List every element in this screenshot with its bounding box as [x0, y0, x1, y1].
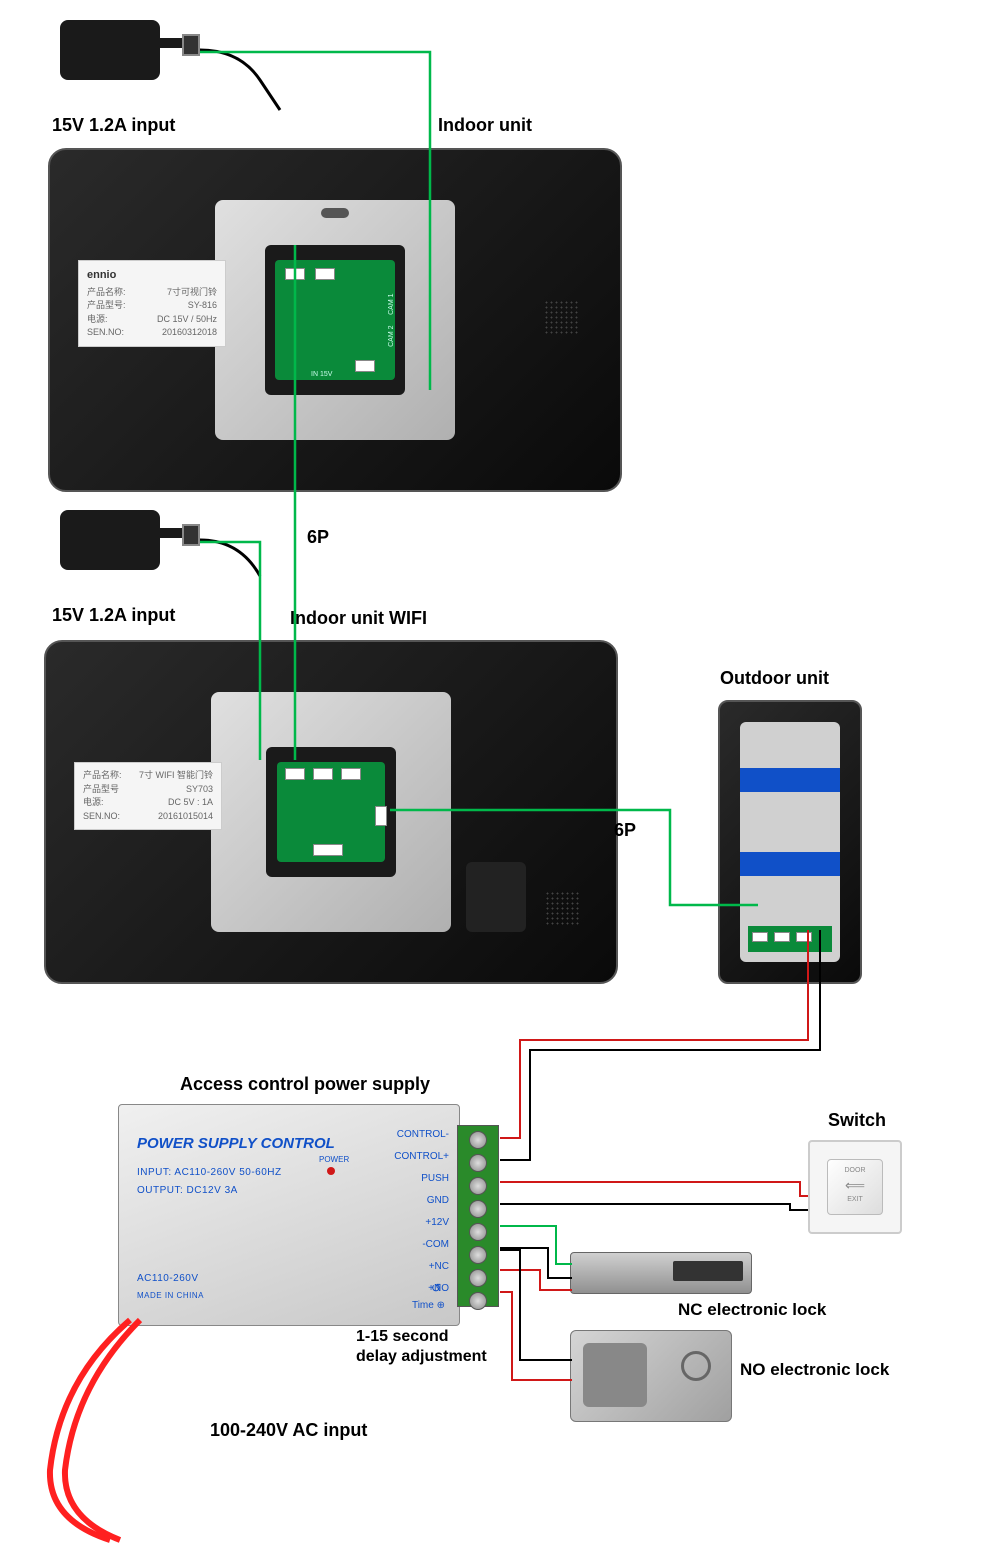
- power-input-1-label: 15V 1.2A input: [52, 115, 175, 136]
- psu-power-led-label: POWER: [319, 1155, 349, 1164]
- psu-input-spec: INPUT: AC110-260V 50-60HZ: [137, 1167, 282, 1178]
- speaker-grille-1: [544, 300, 580, 336]
- access-ps-label: Access control power supply: [180, 1074, 430, 1095]
- outdoor-unit: [718, 700, 862, 984]
- psu-title: POWER SUPPLY CONTROL: [137, 1135, 335, 1152]
- power-supply-unit: POWER SUPPLY CONTROL INPUT: AC110-260V 5…: [118, 1104, 460, 1326]
- psu-time-label: Time ⊕: [412, 1300, 445, 1311]
- psu-power-led: [327, 1167, 335, 1175]
- battery-cover: [466, 862, 526, 932]
- psu-range: AC110-260V: [137, 1273, 199, 1284]
- power-input-2-label: 15V 1.2A input: [52, 605, 175, 626]
- power-adapter-1: [60, 20, 160, 80]
- switch-label: Switch: [828, 1110, 886, 1131]
- psu-output-spec: OUTPUT: DC12V 3A: [137, 1185, 238, 1196]
- pcb-2: [277, 762, 385, 862]
- switch-button[interactable]: DOOR ⟸ EXIT: [827, 1159, 883, 1215]
- ac-input-label: 100-240V AC input: [210, 1420, 367, 1441]
- indoor-unit-label: Indoor unit: [438, 115, 532, 136]
- bus-6p-a-label: 6P: [307, 527, 329, 548]
- nc-electronic-lock: [570, 1252, 752, 1294]
- indoor-monitor-2: 产品名称:7寸 WIFI 智能门铃 产品型号SY703 电源:DC 5V : 1…: [44, 640, 618, 984]
- spec-label-1: ennio 产品名称:7寸可视门铃 产品型号:SY-816 电源:DC 15V …: [78, 260, 226, 347]
- delay-label-1: 1-15 second: [356, 1328, 448, 1346]
- pcb-1: CAM 1 CAM 2 IN 15V: [275, 260, 395, 380]
- power-adapter-2: [60, 510, 160, 570]
- indoor-monitor-1: CAM 1 CAM 2 IN 15V ennio 产品名称:7寸可视门铃 产品型…: [48, 148, 622, 492]
- speaker-grille-2: [545, 891, 581, 927]
- outdoor-unit-label: Outdoor unit: [720, 668, 829, 689]
- no-lock-label: NO electronic lock: [740, 1360, 889, 1380]
- psu-terminal-strip: [457, 1125, 499, 1307]
- outdoor-pcb: [748, 926, 832, 952]
- bus-6p-b-label: 6P: [614, 820, 636, 841]
- outdoor-panel: [740, 722, 840, 962]
- indoor-unit-wifi-label: Indoor unit WIFI: [290, 608, 427, 629]
- psu-made: MADE IN CHINA: [137, 1291, 204, 1300]
- nc-lock-label: NC electronic lock: [678, 1300, 826, 1320]
- spec-label-2: 产品名称:7寸 WIFI 智能门铃 产品型号SY703 电源:DC 5V : 1…: [74, 762, 222, 830]
- delay-label-2: delay adjustment: [356, 1348, 487, 1366]
- door-exit-switch: DOOR ⟸ EXIT: [808, 1140, 902, 1234]
- no-electronic-lock: [570, 1330, 732, 1422]
